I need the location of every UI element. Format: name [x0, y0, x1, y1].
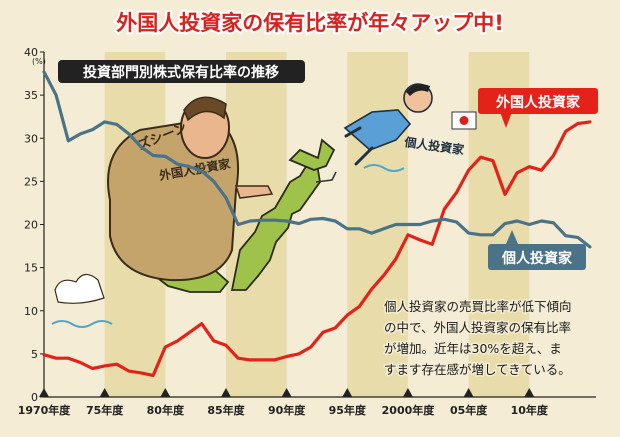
legend-foreign-label: 外国人投資家: [496, 94, 581, 111]
y-tick-label-0: 0: [31, 391, 38, 404]
individual-limbs-icon: [344, 126, 374, 166]
x-tick-label-2000: 2000年度: [382, 403, 436, 417]
x-tick-1980: [160, 388, 171, 397]
x-tick-1995: [342, 388, 353, 397]
y-tick-label-5: 5: [31, 348, 38, 361]
x-tick-label-2005: 05年度: [450, 403, 488, 417]
panel-label-text: 投資部門別株式保有比率の推移: [83, 64, 279, 81]
x-tick-label-1970: 1970年度: [18, 403, 72, 417]
y-tick-label-10: 10: [24, 305, 38, 318]
y-tick-label-35: 35: [24, 89, 38, 102]
x-tick-label-1975: 75年度: [86, 403, 124, 417]
legend-individual-box: [488, 244, 586, 270]
x-tick-label-1980: 80年度: [147, 403, 185, 417]
panel-label: 投資部門別株式保有比率の推移: [58, 60, 305, 83]
giant-hand-icon: [234, 185, 274, 199]
wave-icon: [51, 320, 113, 328]
x-tick-label-2010: 10年度: [511, 403, 549, 417]
annotation-line-2: が増加。近年は30%を超え、ま: [384, 341, 562, 356]
illustration-foreign-investor: ズシーン 外国人投資家: [51, 96, 337, 328]
japan-flag-sun-icon: [459, 116, 469, 125]
legend-foreign-box: [478, 88, 598, 114]
y-axis: 0 5 10 15 20 25 30 35 40: [24, 46, 45, 404]
series-lines: [42, 70, 592, 377]
y-tick-label-30: 30: [24, 132, 38, 145]
y-unit-label: (%): [32, 57, 46, 66]
x-tick-1975: [99, 388, 110, 397]
x-tick-2000: [402, 388, 413, 397]
x-tick-label-1990: 90年度: [268, 403, 306, 417]
annotation-line-1: の中で、外国人投資家の保有比率: [384, 320, 571, 335]
x-tick-label-1985: 85年度: [207, 403, 245, 417]
annotation-line-0: 個人投資家の売買比率が低下傾向: [384, 299, 572, 314]
x-tick-2005: [463, 388, 474, 397]
legend-individual: 個人投資家: [488, 230, 586, 270]
giant-hair-icon: [183, 96, 227, 122]
x-axis: 1970年度 75年度 80年度 85年度 90年度 95年度 2000年度 05年度 10年度: [18, 388, 596, 417]
illustration-individual-investor: 個人投資家: [343, 83, 477, 172]
legend-foreign: 外国人投資家: [478, 88, 598, 128]
x-tick-1970: [39, 388, 49, 397]
x-tick-1985: [220, 388, 231, 397]
legend-individual-label: 個人投資家: [501, 250, 573, 267]
individual-hair-icon: [406, 84, 430, 96]
annotation: 個人投資家の売買比率が低下傾向の中で、外国人投資家の保有比率が増加。近年は30%…: [383, 298, 574, 379]
series-line-1: [42, 70, 592, 249]
x-tick-2010: [524, 388, 535, 397]
dust-cloud-icon: [54, 273, 105, 304]
x-tick-label-1995: 95年度: [329, 403, 367, 417]
flying-sandal-icon: [315, 171, 337, 183]
y-tick-label-25: 25: [24, 175, 38, 188]
annotation-line-3: すます存在感が増してきている。: [384, 362, 571, 377]
y-tick-label-20: 20: [24, 219, 38, 232]
chart-title: 外国人投資家の保有比率が年々アップ中!: [116, 11, 504, 35]
y-tick-label-40: 40: [24, 46, 38, 59]
wave-icon-2: [363, 164, 405, 172]
hokkaido-map-icon: [288, 138, 336, 171]
series-line-0: [42, 120, 592, 377]
japan-map-icon: [230, 160, 321, 291]
y-tick-label-15: 15: [24, 262, 38, 275]
x-tick-1990: [281, 388, 292, 397]
